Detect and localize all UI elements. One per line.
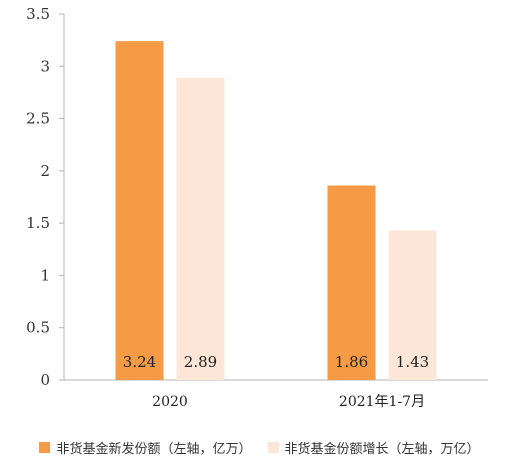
x-category-label: 2021年1-7月 [339,394,425,410]
x-category-label: 2020 [152,394,188,410]
legend-label-series-2: 非货基金份额增长（左轴，万亿） [284,442,480,457]
bar-series-1-1 [115,41,164,381]
data-label-series-1-1: 3.24 [123,353,156,371]
y-tick-label: 2.5 [26,110,50,128]
bar-series-2-2 [388,230,437,380]
data-label-series-2-2: 1.43 [396,353,429,371]
legend-item-series-2: 非货基金份额增长（左轴，万亿） [267,438,480,457]
y-tick-label: 3.5 [26,5,50,23]
legend-swatch-series-2 [267,442,279,453]
legend-label-series-1: 非货基金新发份额（左轴，亿万） [56,442,252,457]
data-label-series-2-1: 2.89 [184,353,217,371]
y-tick-label: 0.5 [26,319,50,337]
y-tick-label: 1.5 [26,214,50,232]
legend-item-series-1: 非货基金新发份额（左轴，亿万） [39,438,252,457]
y-tick-label: 1 [40,266,50,284]
y-tick-label: 3 [40,57,50,75]
bar-series-2-1 [176,77,225,380]
chart-canvas: 0 0.5 1 1.5 2 2.5 3 3.5 3.24 2.89 2020 1.86 1.43 2021… [26,5,488,410]
data-label-series-1-2: 1.86 [335,353,368,371]
y-tick-label: 2 [40,162,50,180]
legend: 非货基金新发份额（左轴，亿万） 非货基金份额增长（左轴，万亿） [0,438,519,457]
legend-swatch-series-1 [39,442,51,453]
bar-series-1-2 [327,185,376,380]
y-tick-label: 0 [40,371,50,389]
